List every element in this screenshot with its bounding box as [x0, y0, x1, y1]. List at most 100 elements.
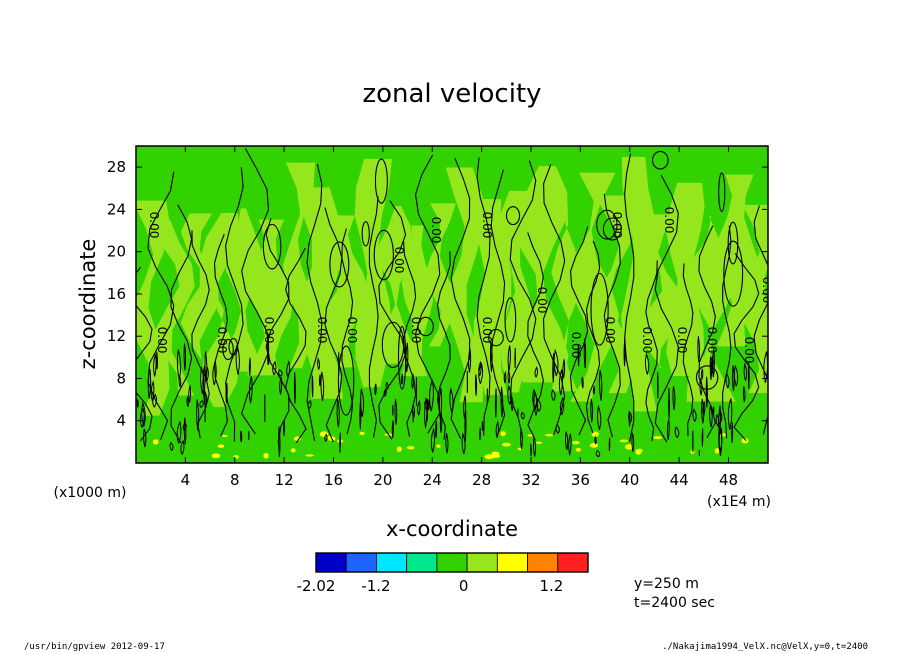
contour-cell [374, 383, 377, 395]
contour-cell [581, 376, 584, 389]
contour-cell [147, 368, 152, 399]
fill-speck [396, 446, 402, 452]
contour-label: 0.00 [215, 327, 229, 354]
contour-cell [495, 420, 499, 438]
fill-streak [666, 182, 705, 377]
y-tick-label: 20 [107, 243, 126, 261]
contour-cell [188, 385, 192, 403]
fill-speck [741, 438, 749, 444]
contour-label: 0.00 [480, 212, 494, 239]
contour-cell [199, 399, 204, 408]
contour-cell [248, 376, 253, 404]
fill-streak [551, 201, 582, 392]
contour-line [682, 263, 694, 437]
contour-label: 0.00 [610, 212, 624, 239]
contour-cell [763, 351, 768, 383]
contour-cell [449, 386, 454, 413]
contour-cell [709, 405, 713, 428]
contour-cell [180, 439, 185, 455]
contour-cell [169, 441, 174, 452]
contour-cell [672, 385, 676, 410]
contour-cell [383, 388, 387, 397]
contour-cell [742, 386, 746, 403]
contour-cell [394, 399, 398, 425]
fill-speck [152, 439, 159, 445]
x-unit-label: (x1E4 m) [707, 494, 771, 510]
contour-cell [628, 410, 633, 423]
contour-cell [424, 397, 428, 429]
contour-label: 0.00 [392, 247, 406, 274]
contour-loop [504, 297, 517, 343]
contour-loop [361, 221, 370, 247]
contour-cell [530, 443, 532, 457]
colorbar-tick-label: 0 [459, 577, 469, 595]
colorbar-frame [315, 552, 589, 573]
contour-line [378, 200, 407, 440]
contour-cell [592, 384, 595, 395]
contour-cell [520, 428, 523, 450]
contour-labels: 0.00 0.00 0.00 0.00 0.00 0.00 0.00 0.00 0.00 0.00… [147, 207, 768, 364]
contour-cell [430, 427, 436, 453]
contour-cell [385, 381, 389, 390]
contour-cell [339, 432, 342, 453]
fill-speck [619, 439, 629, 443]
x-tick-label: 48 [719, 471, 738, 489]
fill-speck [290, 448, 296, 453]
colorbar: -2.02 -1.2 0 1.2 [297, 552, 589, 595]
contour-cell [153, 353, 157, 377]
fill-streak [377, 205, 415, 364]
contour-cell [176, 420, 182, 444]
fill-speck [436, 444, 441, 448]
contour-label: 0.00 [640, 327, 654, 354]
contour-cell [692, 408, 697, 422]
contour-line [450, 157, 471, 440]
colorbar-tick-label: -1.2 [361, 577, 390, 595]
contour-cell [272, 360, 277, 376]
contour-line [603, 193, 621, 438]
fill-speck [406, 446, 415, 450]
contour-cell [558, 369, 564, 395]
contour-cell [417, 399, 421, 416]
contour-cell [718, 405, 722, 435]
colorbar-swatch [527, 552, 559, 573]
contour-cell [701, 428, 704, 447]
contour-label: 0.00 [675, 327, 689, 354]
contour-loop [718, 172, 726, 213]
contour-label: 0.00 [345, 317, 359, 344]
contour-cell [463, 395, 467, 419]
contour-line [265, 218, 290, 443]
colorbar-swatch [315, 552, 347, 573]
contour-cell [697, 336, 701, 363]
contour-label: 0.00 [480, 317, 494, 344]
contour-cell [520, 411, 525, 420]
contour-line [170, 204, 193, 443]
contour-line [490, 169, 506, 435]
contour-cell [468, 348, 472, 373]
contour-cell [709, 356, 713, 381]
plot-frame [135, 145, 769, 464]
contour-cell [478, 362, 484, 384]
contour-cell [202, 365, 206, 397]
contour-cell [562, 359, 566, 379]
colorbar-swatch [376, 552, 408, 573]
fill-speck [211, 453, 221, 459]
contour-cell [445, 432, 449, 454]
contour-cell [311, 375, 314, 398]
contour-label: 0.00 [603, 317, 617, 344]
contour-cell [320, 371, 325, 401]
fill-speck [545, 433, 554, 437]
contour-line [213, 233, 228, 437]
y-tick-label: 4 [116, 412, 126, 430]
contour-cell [279, 376, 283, 395]
contour-label: 0.00 [429, 217, 443, 244]
contour-cell [478, 360, 482, 376]
contour-cell [479, 427, 481, 441]
colorbar-swatch [345, 552, 377, 573]
contour-cell [500, 386, 504, 417]
colorbar-swatch [496, 552, 528, 573]
contour-cell [139, 407, 145, 428]
contour-cell [594, 435, 597, 445]
fill-speck [635, 449, 642, 455]
footer-left: /usr/bin/gpview 2012-09-17 [24, 642, 165, 652]
